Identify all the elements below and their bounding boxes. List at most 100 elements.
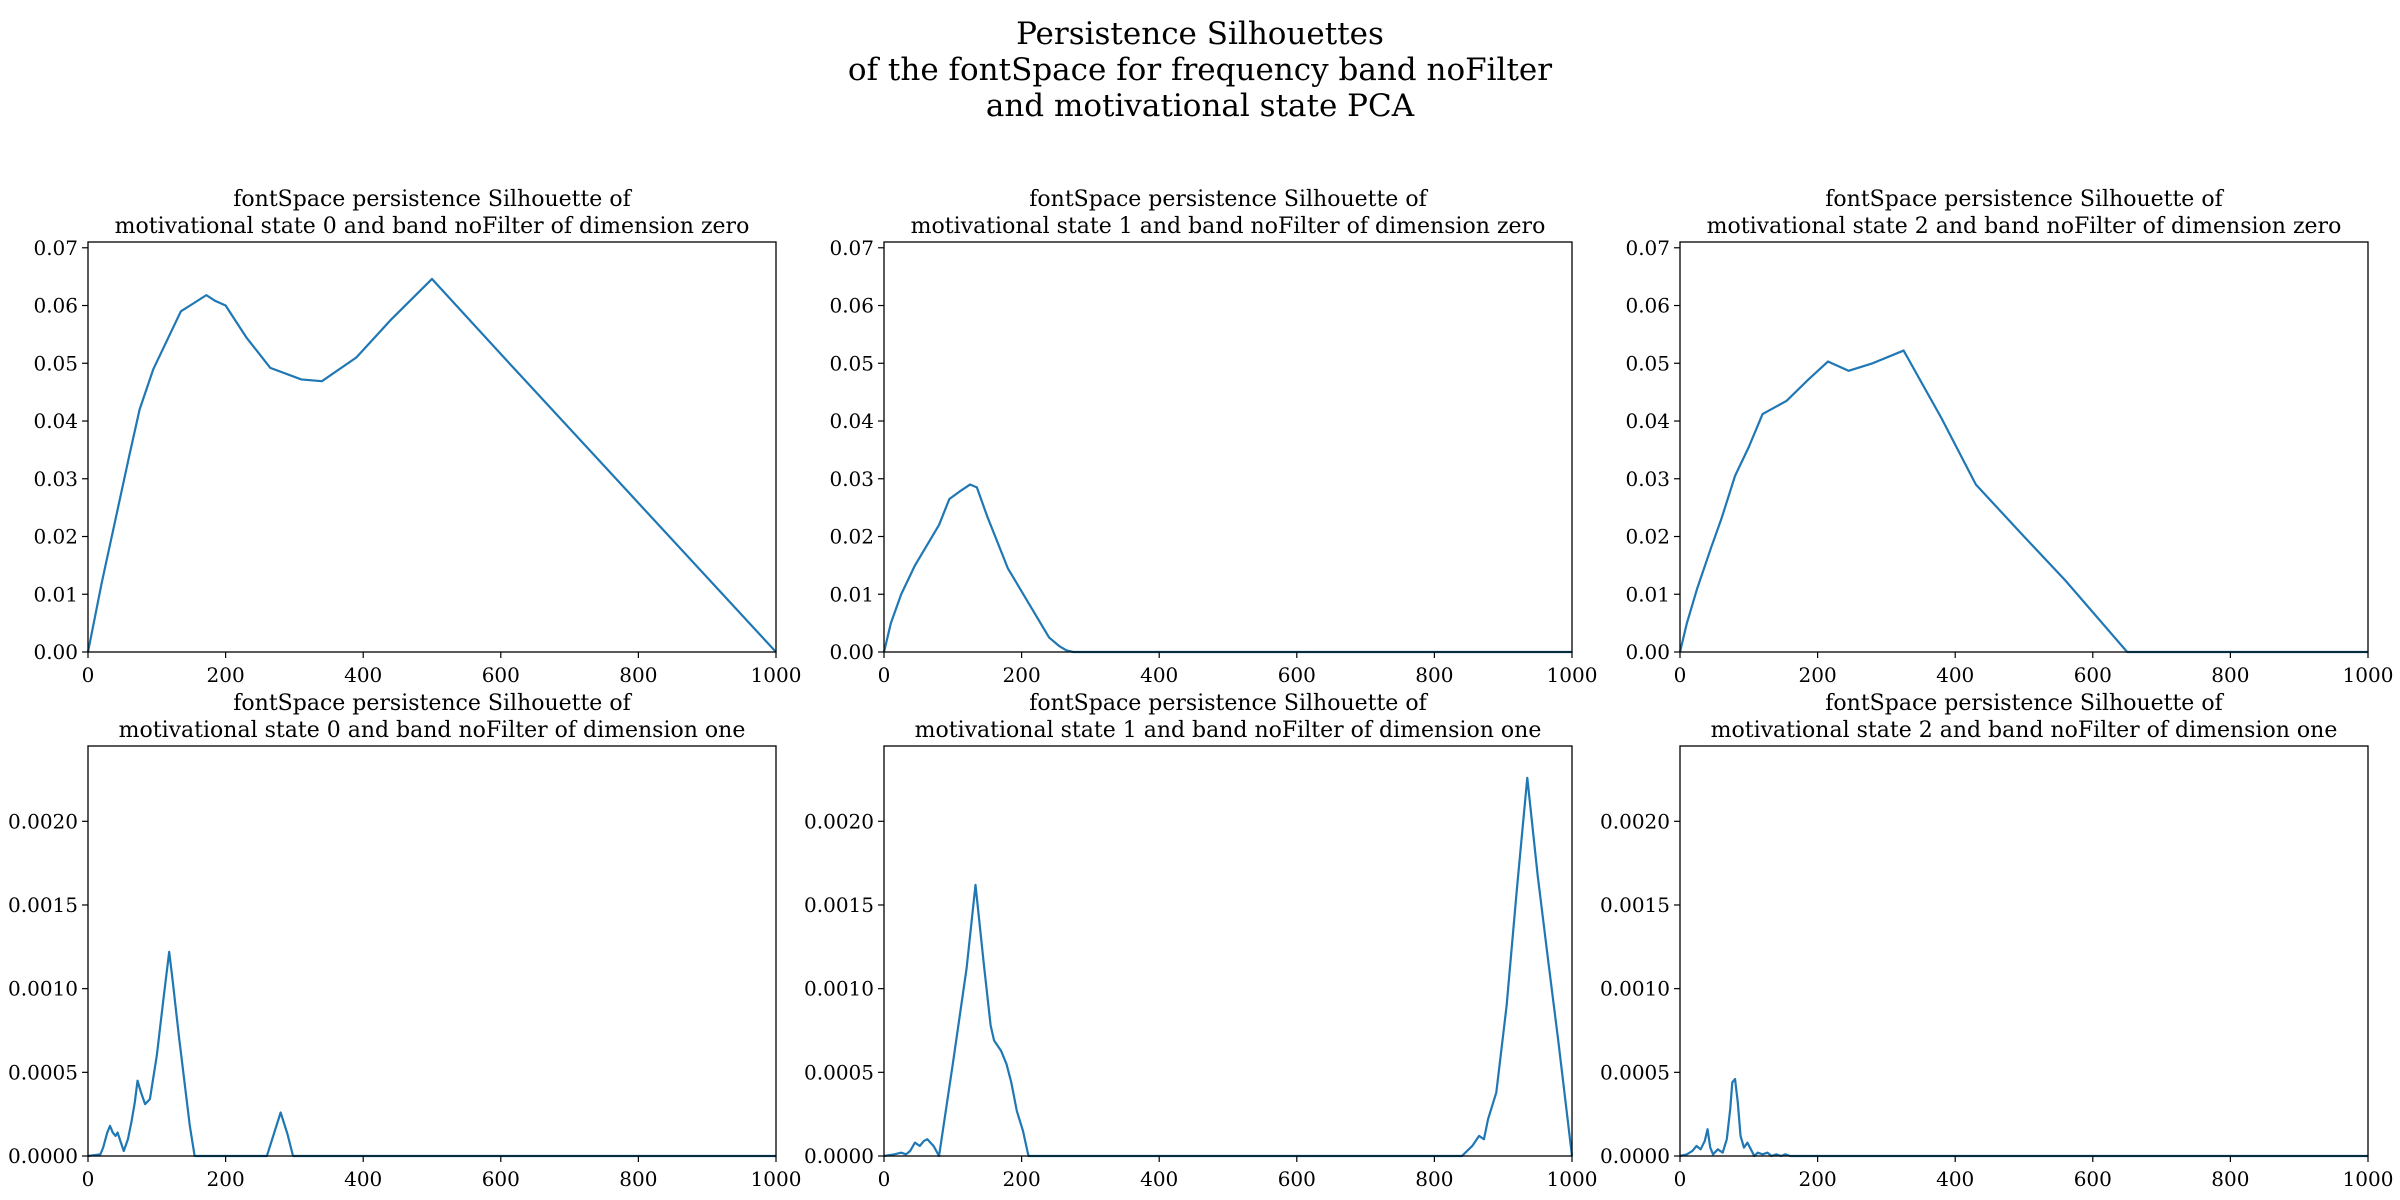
- x-tick-label: 1000: [751, 1167, 802, 1191]
- data-line-series-1: [1679, 1077, 2368, 1158]
- x-tick-label: 0: [82, 663, 95, 687]
- x-tick-label: 200: [1799, 663, 1837, 687]
- chart-title-line: fontSpace persistence Silhouette of: [1825, 691, 2224, 716]
- plot-frame: [87, 745, 777, 1157]
- y-tick-label: 0.0000: [804, 1144, 874, 1168]
- x-tick-label: 0: [878, 663, 891, 687]
- y-tick-label: 0.0005: [1600, 1060, 1670, 1084]
- x-tick-label: 400: [344, 663, 382, 687]
- y-tick-label: 0.06: [829, 294, 874, 318]
- x-tick-label: 800: [1415, 1167, 1453, 1191]
- y-tick-label: 0.03: [829, 467, 874, 491]
- y-tick-label: 0.07: [829, 236, 874, 260]
- x-tick-label: 0: [878, 1167, 891, 1191]
- y-tick-label: 0.00: [1625, 640, 1670, 664]
- y-tick-label: 0.03: [1625, 467, 1670, 491]
- y-tick-label: 0.0010: [1600, 977, 1670, 1001]
- y-tick-label: 0.05: [829, 351, 874, 375]
- x-tick-label: 600: [482, 663, 520, 687]
- chart-title-line: fontSpace persistence Silhouette of: [1029, 187, 1428, 212]
- plot-frame: [87, 241, 777, 653]
- x-tick-label: 400: [1936, 1167, 1974, 1191]
- y-tick-label: 0.0015: [804, 893, 874, 917]
- chart-panel-5: fontSpace persistence Silhouette ofmotiv…: [804, 691, 1597, 1191]
- chart-title-line: fontSpace persistence Silhouette of: [1825, 187, 2224, 212]
- figure-title-line-2: of the fontSpace for frequency band noFi…: [847, 52, 1553, 88]
- chart-panel-2: fontSpace persistence Silhouette ofmotiv…: [829, 187, 1597, 687]
- plot-frame: [883, 241, 1573, 653]
- x-tick-label: 600: [482, 1167, 520, 1191]
- y-tick-label: 0.06: [1625, 294, 1670, 318]
- x-tick-label: 400: [1140, 1167, 1178, 1191]
- y-tick-label: 0.04: [1625, 409, 1670, 433]
- x-tick-label: 0: [1674, 1167, 1687, 1191]
- data-line-series-1: [882, 483, 1572, 654]
- data-line-series-1: [1678, 349, 2368, 654]
- chart-panel-3: fontSpace persistence Silhouette ofmotiv…: [1625, 187, 2393, 687]
- y-tick-label: 0.03: [33, 467, 78, 491]
- x-tick-label: 800: [2211, 1167, 2249, 1191]
- x-tick-label: 200: [1003, 663, 1041, 687]
- x-tick-label: 1000: [1547, 663, 1598, 687]
- y-tick-label: 0.0010: [8, 977, 78, 1001]
- data-line-series-1: [87, 950, 776, 1158]
- chart-panel-4: fontSpace persistence Silhouette ofmotiv…: [8, 691, 801, 1191]
- chart-title-line: motivational state 0 and band noFilter o…: [119, 718, 746, 743]
- y-tick-label: 0.0005: [804, 1060, 874, 1084]
- y-tick-label: 0.0020: [1600, 809, 1670, 833]
- x-tick-label: 1000: [2343, 1167, 2394, 1191]
- chart-panel-1: fontSpace persistence Silhouette ofmotiv…: [33, 187, 801, 687]
- chart-title-line: fontSpace persistence Silhouette of: [233, 187, 632, 212]
- y-tick-label: 0.0015: [1600, 893, 1670, 917]
- plot-frame: [1679, 241, 2369, 653]
- x-tick-label: 400: [344, 1167, 382, 1191]
- x-tick-label: 600: [2074, 1167, 2112, 1191]
- x-tick-label: 1000: [751, 663, 802, 687]
- y-tick-label: 0.0005: [8, 1060, 78, 1084]
- chart-title-line: motivational state 0 and band noFilter o…: [115, 214, 750, 239]
- x-tick-label: 400: [1936, 663, 1974, 687]
- x-tick-label: 200: [207, 663, 245, 687]
- x-tick-label: 0: [82, 1167, 95, 1191]
- x-tick-label: 800: [619, 663, 657, 687]
- y-tick-label: 0.0000: [1600, 1144, 1670, 1168]
- y-tick-label: 0.0010: [804, 977, 874, 1001]
- figure-title: Persistence Silhouettes of the fontSpace…: [0, 16, 2400, 124]
- y-tick-label: 0.06: [33, 294, 78, 318]
- y-tick-label: 0.01: [33, 582, 78, 606]
- plot-frame: [1679, 745, 2369, 1157]
- chart-title-line: motivational state 2 and band noFilter o…: [1707, 214, 2342, 239]
- figure-title-line-1: Persistence Silhouettes: [1016, 16, 1384, 52]
- chart-title-line: motivational state 2 and band noFilter o…: [1711, 718, 2338, 743]
- y-tick-label: 0.0015: [8, 893, 78, 917]
- x-tick-label: 600: [1278, 1167, 1316, 1191]
- x-tick-label: 800: [2211, 663, 2249, 687]
- y-tick-label: 0.0020: [804, 809, 874, 833]
- y-tick-label: 0.02: [829, 525, 874, 549]
- x-tick-label: 200: [1003, 1167, 1041, 1191]
- data-line-series-1: [86, 277, 777, 653]
- x-tick-label: 400: [1140, 663, 1178, 687]
- x-tick-label: 800: [1415, 663, 1453, 687]
- plot-frame: [883, 745, 1573, 1157]
- y-tick-label: 0.0000: [8, 1144, 78, 1168]
- y-tick-label: 0.0020: [8, 809, 78, 833]
- x-tick-label: 0: [1674, 663, 1687, 687]
- y-tick-label: 0.05: [33, 351, 78, 375]
- x-tick-label: 600: [1278, 663, 1316, 687]
- figure-title-line-3: and motivational state PCA: [985, 88, 1415, 124]
- x-tick-label: 200: [1799, 1167, 1837, 1191]
- y-tick-label: 0.04: [829, 409, 874, 433]
- chart-title-line: motivational state 1 and band noFilter o…: [915, 718, 1542, 743]
- chart-title-line: motivational state 1 and band noFilter o…: [911, 214, 1546, 239]
- x-tick-label: 1000: [1547, 1167, 1598, 1191]
- y-tick-label: 0.07: [33, 236, 78, 260]
- data-line-series-1: [883, 776, 1574, 1158]
- x-tick-label: 800: [619, 1167, 657, 1191]
- y-tick-label: 0.00: [33, 640, 78, 664]
- chart-panel-6: fontSpace persistence Silhouette ofmotiv…: [1600, 691, 2393, 1191]
- y-tick-label: 0.07: [1625, 236, 1670, 260]
- y-tick-label: 0.04: [33, 409, 78, 433]
- x-tick-label: 600: [2074, 663, 2112, 687]
- y-tick-label: 0.01: [829, 582, 874, 606]
